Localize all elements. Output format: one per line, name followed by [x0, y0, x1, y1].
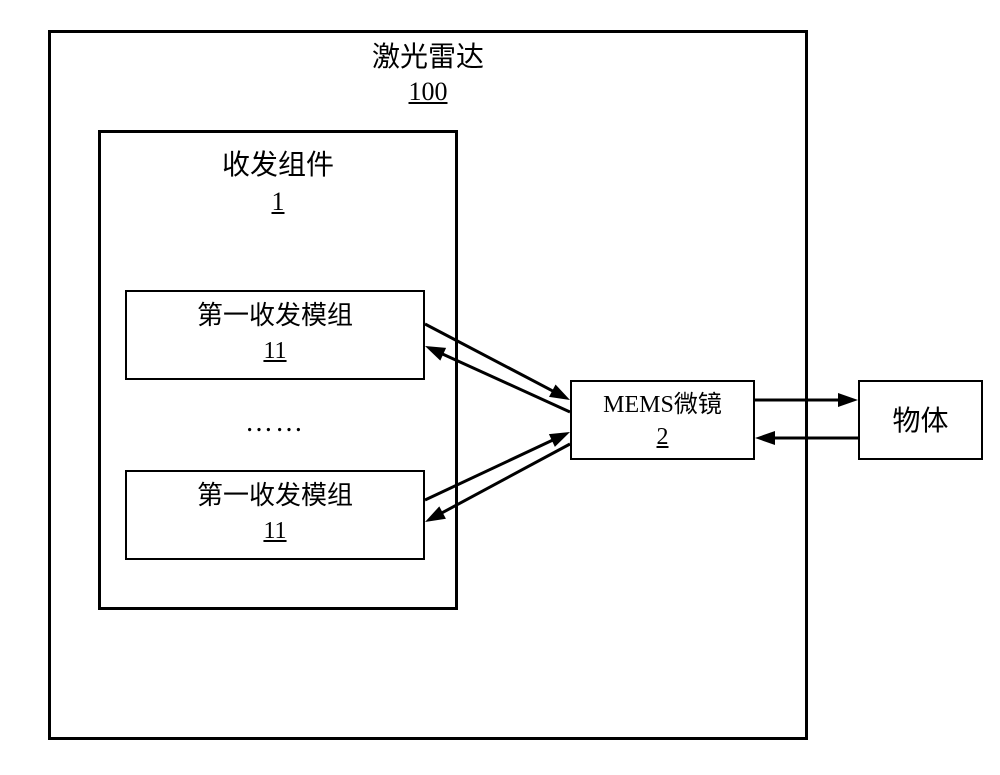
- module-top-id: 11: [125, 336, 425, 366]
- mems-title: MEMS微镜: [570, 390, 755, 420]
- module-bottom-title: 第一收发模组: [125, 480, 425, 513]
- ellipsis: ……: [125, 405, 425, 440]
- object-title: 物体: [858, 404, 983, 439]
- module-bottom-id: 11: [125, 516, 425, 546]
- lidar-title: 激光雷达: [48, 40, 808, 75]
- module-top-title: 第一收发模组: [125, 300, 425, 333]
- transceiver-group-title: 收发组件: [98, 148, 458, 183]
- transceiver-group-id: 1: [98, 186, 458, 219]
- mems-id: 2: [570, 422, 755, 452]
- lidar-id: 100: [48, 76, 808, 109]
